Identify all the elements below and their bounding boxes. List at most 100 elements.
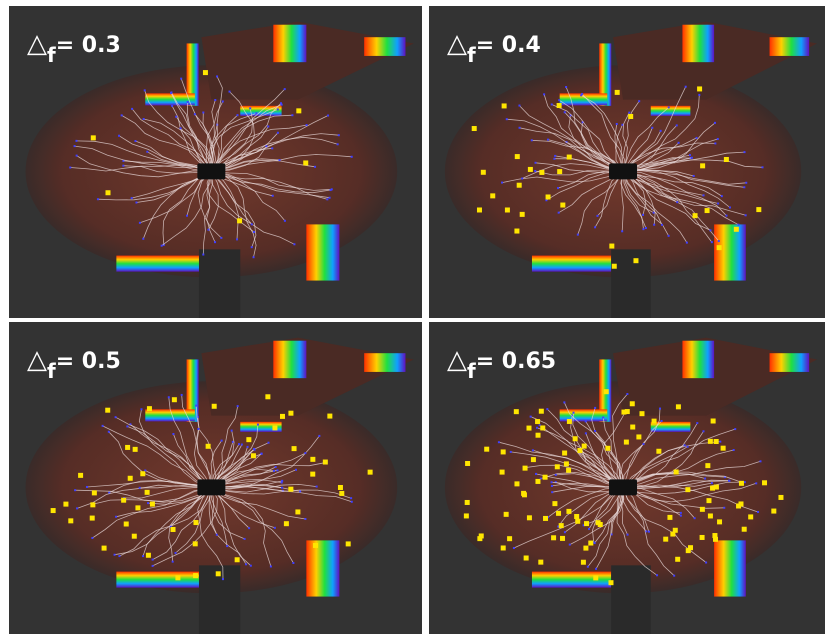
node [144,89,146,91]
node [75,140,77,142]
subscript: f [467,43,476,67]
frontier-point [78,473,83,478]
node [74,489,76,491]
node [585,420,587,422]
node [498,441,500,443]
frontier-point [582,444,587,449]
delta-symbol: △ [27,29,47,59]
node [144,469,146,471]
frontier-point [717,245,722,250]
frontier-point [560,536,565,541]
wall [560,409,608,421]
frontier-point [288,411,293,416]
frontier-point [102,546,107,551]
node [181,394,183,396]
node [284,220,286,222]
node [207,229,209,231]
frontier-point [700,507,705,512]
frontier-point [567,419,572,424]
frontier-point [507,536,512,541]
node [168,396,170,398]
node [241,444,243,446]
node [714,122,716,124]
node [745,182,747,184]
panel: △f= 0.4 [429,6,825,318]
node [146,151,148,153]
frontier-point [265,394,270,399]
node [114,554,116,556]
frontier-point [346,541,351,546]
frontier-point [539,170,544,175]
frontier-point [216,571,221,576]
node [729,206,731,208]
node [717,202,719,204]
node [91,537,93,539]
frontier-point [705,463,710,468]
frontier-point [535,479,540,484]
frontier-point [652,419,657,424]
frontier-point [566,468,571,473]
node [555,474,557,476]
node [554,155,556,157]
frontier-point [521,491,526,496]
node [686,242,688,244]
node [86,486,88,488]
frontier-point [520,212,525,217]
node [645,530,647,532]
node [734,428,736,430]
node [244,538,246,540]
node [714,142,716,144]
node [69,167,71,169]
frontier-point [292,446,297,451]
node [236,114,238,116]
node [237,405,239,407]
node [222,100,224,102]
node [585,432,587,434]
frontier-point [685,487,690,492]
node [551,485,553,487]
node [143,118,145,120]
frontier-point [551,535,556,540]
frontier-point [514,481,519,486]
node [76,507,78,509]
node [134,140,136,142]
node [251,223,253,225]
node [284,88,286,90]
corridor [611,249,651,318]
frontier-point [172,397,177,402]
frontier-point [674,469,679,474]
node [254,449,256,451]
frontier-point [714,439,719,444]
frontier-point [742,527,747,532]
node [711,241,713,243]
wall [145,409,195,421]
wall [770,353,810,372]
node [660,130,662,132]
robot [609,479,637,495]
node [293,243,295,245]
frontier-point [501,545,506,550]
node [569,544,571,546]
node [115,516,117,518]
node [518,105,520,107]
node [126,425,128,427]
frontier-point [713,537,718,542]
node [733,449,735,451]
node [628,112,630,114]
node [680,512,682,514]
node [161,245,163,247]
node [678,142,680,144]
frontier-point [339,491,344,496]
frontier-point [670,532,675,537]
node [277,132,279,134]
node [261,453,263,455]
node [304,452,306,454]
node [721,195,723,197]
node [661,420,663,422]
frontier-point [700,535,705,540]
subscript: f [47,359,56,383]
node [595,568,597,570]
frontier-point [517,183,522,188]
robot [197,479,225,495]
node [248,527,250,529]
